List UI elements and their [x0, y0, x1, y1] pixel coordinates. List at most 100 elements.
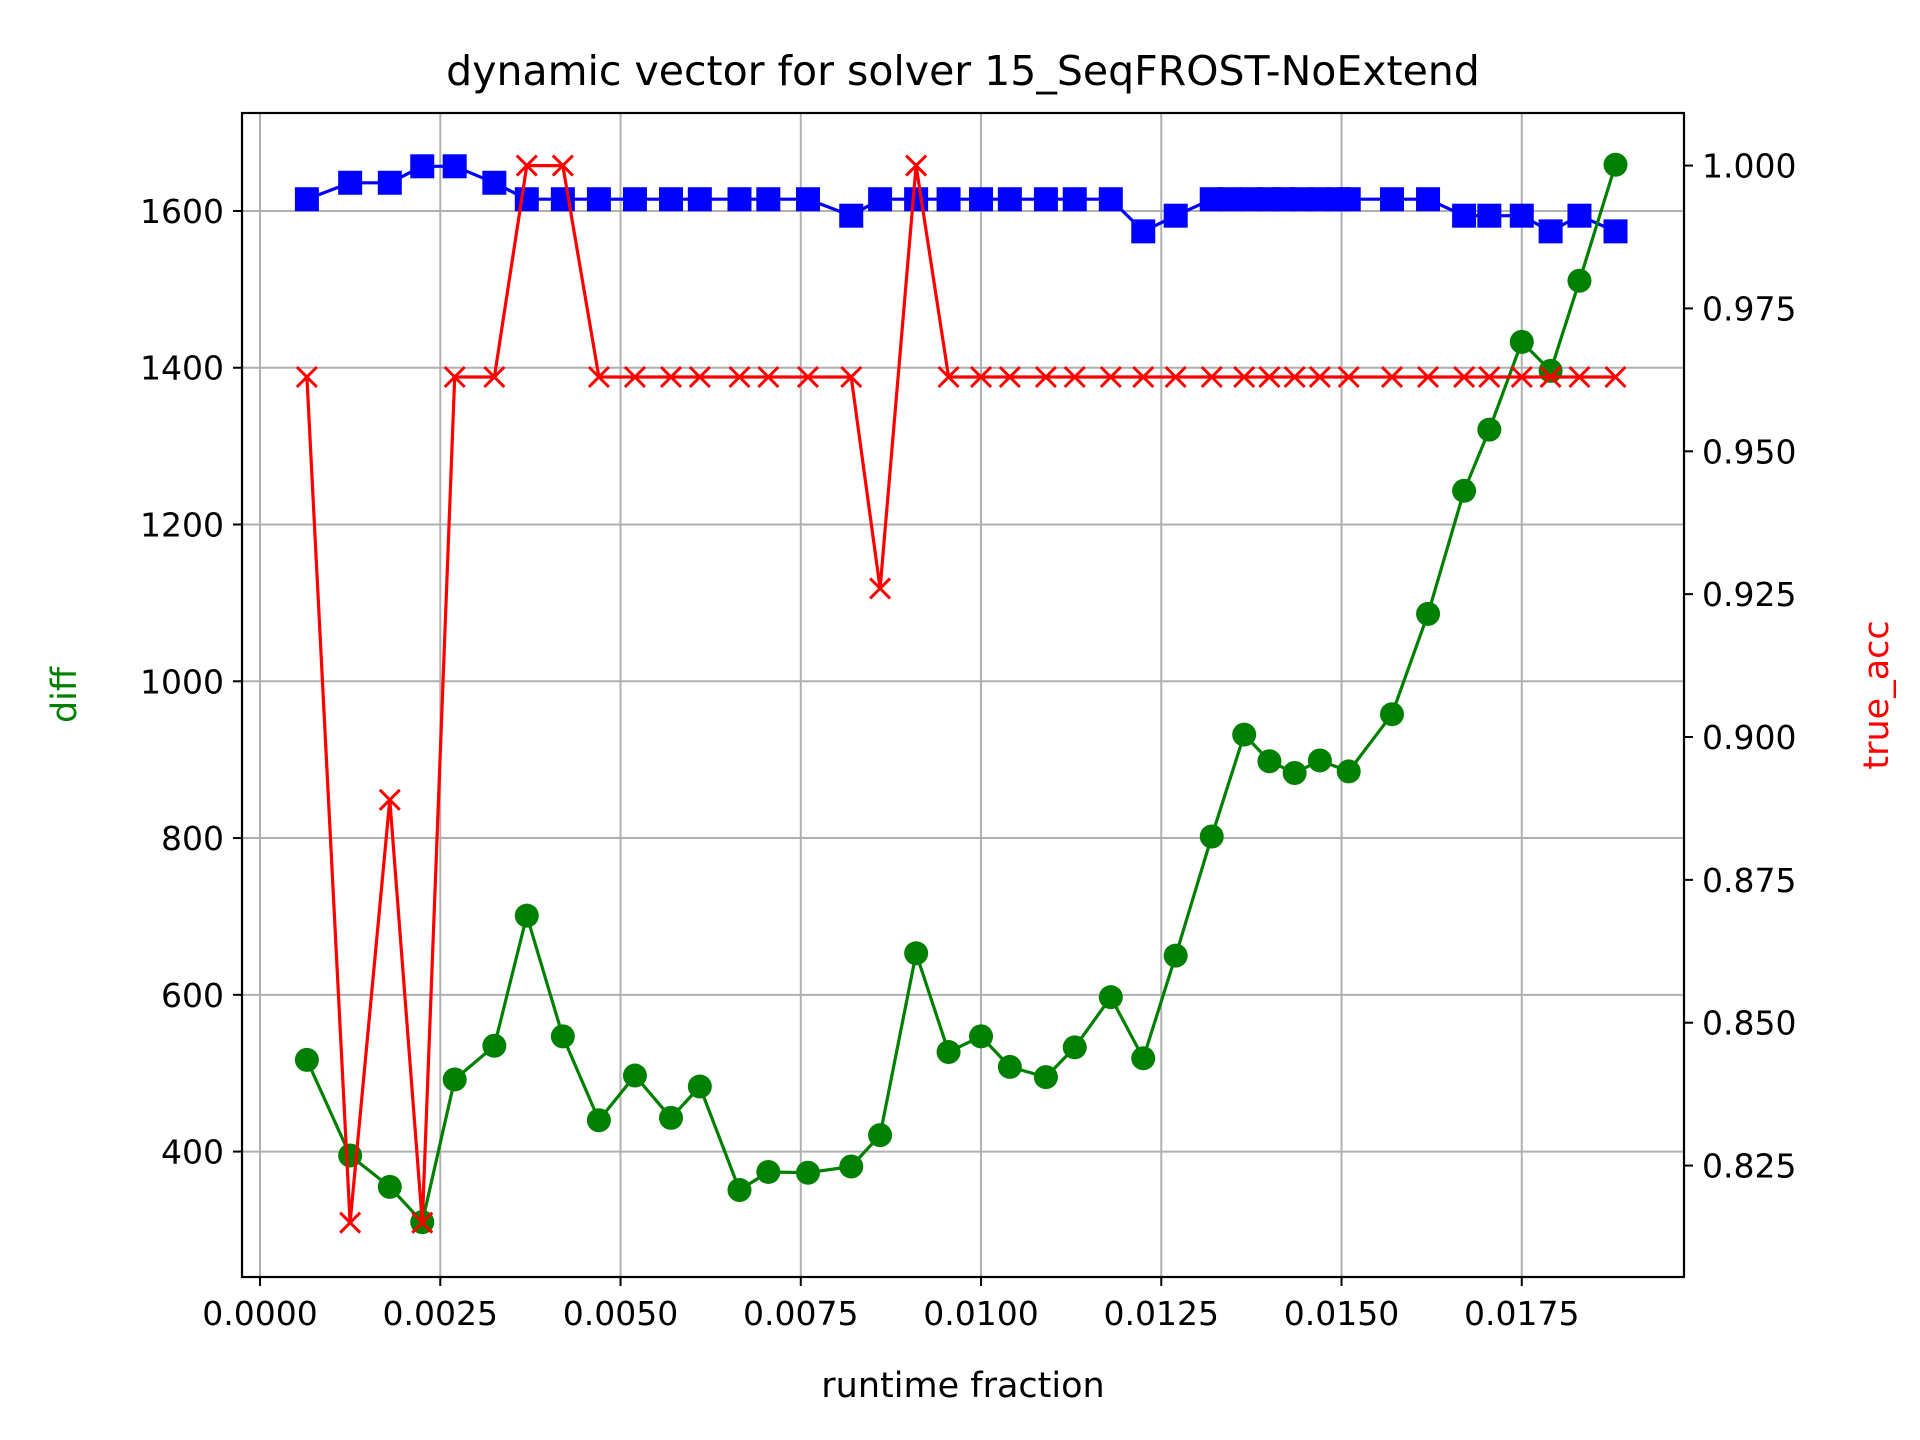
data-point-x	[728, 365, 751, 389]
data-point-x	[378, 788, 401, 811]
data-point-circle	[904, 941, 929, 966]
data-point-x	[1063, 365, 1086, 389]
data-point-square	[622, 187, 647, 212]
data-point-square	[1163, 203, 1188, 228]
y-left-tick-label: 1000	[140, 662, 224, 701]
data-point-x	[1568, 365, 1591, 389]
data-point-x	[1337, 365, 1360, 389]
data-point-square	[294, 187, 319, 212]
data-point-circle	[1163, 943, 1188, 968]
data-point-x	[1258, 365, 1281, 389]
series-line-circle	[305, 164, 1618, 1224]
ticks: 0.0000 0.0025 0.0050 0.0075 0.0100 0.0125 0.01…	[140, 147, 1796, 1333]
data-point-x	[1510, 365, 1533, 389]
data-point-circle	[1307, 748, 1332, 773]
data-point-x	[659, 365, 683, 389]
data-point-circle	[1062, 1035, 1087, 1060]
data-point-circle	[482, 1033, 507, 1058]
data-point-circle	[658, 1105, 683, 1130]
data-point-x	[1164, 365, 1187, 389]
data-point-square	[1477, 203, 1502, 228]
data-point-x	[937, 365, 960, 389]
data-point-x	[551, 154, 574, 177]
data-point-square	[338, 170, 363, 195]
data-point-circle	[1603, 152, 1628, 177]
data-point-circle	[1509, 329, 1534, 354]
data-point-x	[339, 1211, 362, 1234]
data-point-square	[997, 187, 1022, 212]
data-point-x	[969, 365, 993, 389]
data-point-square	[1379, 187, 1404, 212]
data-point-x	[869, 577, 892, 600]
data-point-square	[1416, 187, 1441, 212]
data-point-square	[969, 187, 994, 212]
data-point-circle	[756, 1159, 781, 1184]
data-point-x	[1132, 365, 1155, 389]
y-right-tick-label: 0.875	[1702, 861, 1796, 900]
data-point-circle	[1098, 985, 1123, 1010]
data-point-square	[1098, 187, 1123, 212]
data-point-square	[868, 187, 893, 212]
y-left-tick-label: 800	[161, 819, 224, 858]
data-point-x	[587, 365, 610, 389]
data-point-square	[1603, 219, 1628, 244]
data-point-x	[1416, 365, 1440, 389]
data-point-square	[1509, 203, 1534, 228]
data-point-x	[998, 365, 1021, 389]
x-tick-label: 0.0000	[202, 1294, 317, 1333]
data-point-circle	[936, 1040, 961, 1065]
data-point-square	[795, 187, 820, 212]
data-point-circle	[868, 1123, 893, 1148]
data-point-x	[1478, 365, 1501, 389]
data-point-square	[482, 170, 507, 195]
x-tick-label: 0.0100	[923, 1294, 1038, 1333]
data-point-circle	[514, 903, 539, 928]
data-point-x	[1034, 365, 1057, 389]
data-point-circle	[442, 1067, 467, 1092]
data-point-square	[1452, 203, 1477, 228]
plot-frame	[240, 111, 1686, 1279]
data-point-x	[1380, 365, 1404, 389]
data-point-square	[936, 187, 961, 212]
data-point-circle	[377, 1174, 402, 1199]
data-point-circle	[1232, 722, 1257, 747]
x-tick-label: 0.0150	[1284, 1294, 1399, 1333]
y-axis-left-label: diff	[45, 666, 85, 723]
data-point-circle	[687, 1074, 712, 1099]
data-point-square	[1131, 219, 1156, 244]
x-tick-label: 0.0050	[563, 1294, 678, 1333]
data-point-x	[295, 365, 318, 389]
data-point-square	[1033, 187, 1058, 212]
data-point-x	[688, 365, 711, 389]
data-point-circle	[727, 1177, 752, 1202]
y-right-tick-label: 1.000	[1702, 147, 1796, 186]
data-point-x	[483, 365, 506, 389]
data-point-x	[1539, 365, 1562, 389]
data-point-circle	[1567, 268, 1592, 293]
data-point-circle	[1416, 601, 1441, 626]
data-point-x	[1200, 365, 1223, 389]
grid	[242, 113, 1684, 1277]
y-left-tick-label: 1400	[140, 349, 224, 388]
y-left-tick-label: 1200	[140, 506, 224, 545]
data-point-x	[1233, 365, 1256, 389]
y-left-tick-label: 600	[161, 976, 224, 1015]
data-point-circle	[1336, 759, 1361, 784]
data-point-circle	[839, 1154, 864, 1179]
data-point-circle	[294, 1047, 319, 1072]
y-right-tick-label: 0.975	[1702, 289, 1796, 328]
data-point-x	[623, 365, 647, 389]
data-point-circle	[1033, 1065, 1058, 1090]
data-point-square	[1538, 219, 1563, 244]
data-point-x	[515, 154, 538, 177]
data-point-square	[1567, 203, 1592, 228]
data-point-circle	[622, 1063, 647, 1088]
data-point-square	[839, 203, 864, 228]
data-point-square	[687, 187, 712, 212]
data-point-circle	[969, 1024, 994, 1049]
data-point-circle	[550, 1024, 575, 1049]
series-line-x	[305, 164, 1616, 1225]
data-point-square	[658, 187, 683, 212]
